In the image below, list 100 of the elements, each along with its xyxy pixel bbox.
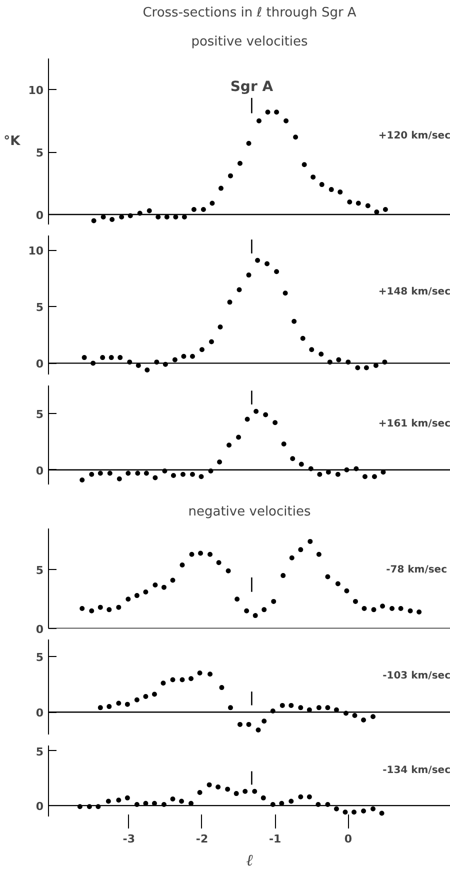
point [298, 705, 304, 710]
y-tick-label: 0 [36, 464, 44, 478]
y-tick-label: 5 [36, 745, 44, 758]
point [144, 470, 149, 476]
point [300, 336, 306, 341]
y-tick-label: 0 [36, 706, 44, 720]
point [164, 214, 170, 220]
point [344, 588, 350, 594]
point [180, 472, 186, 477]
point [347, 200, 352, 205]
point [200, 207, 206, 212]
point [355, 365, 360, 370]
point [371, 607, 376, 612]
point [198, 474, 204, 480]
point [107, 470, 112, 476]
annotation: +120 km/sec [378, 130, 450, 142]
point [335, 581, 340, 586]
point [116, 700, 122, 706]
point [280, 702, 285, 708]
point [244, 416, 250, 422]
point [228, 173, 233, 178]
point [89, 608, 94, 614]
point [380, 604, 386, 609]
point [293, 134, 298, 140]
point [80, 606, 85, 611]
point [216, 784, 221, 790]
point [274, 110, 280, 115]
point [362, 474, 368, 480]
point [126, 596, 131, 602]
point [328, 187, 334, 192]
point [356, 200, 361, 206]
y-tick-label: 10 [28, 84, 44, 98]
point [288, 702, 294, 708]
point [108, 355, 114, 360]
y-tick-label: 0 [36, 358, 44, 371]
point [274, 269, 280, 274]
point [238, 722, 242, 727]
point [379, 810, 384, 816]
point [242, 788, 248, 794]
point [298, 462, 304, 467]
point [234, 791, 239, 796]
point [325, 705, 330, 710]
point [116, 798, 122, 803]
point [316, 552, 322, 557]
point [160, 680, 166, 686]
y-tick-label: 5 [36, 650, 44, 664]
point [134, 697, 140, 702]
point [271, 598, 276, 604]
point [100, 214, 106, 220]
point [197, 790, 202, 795]
point [365, 203, 370, 208]
point [272, 420, 278, 426]
point [116, 604, 122, 610]
point [143, 590, 148, 595]
point [89, 472, 94, 477]
point [370, 806, 376, 812]
point [361, 717, 366, 722]
point [225, 786, 230, 792]
point [288, 798, 294, 804]
point [246, 722, 252, 727]
point [170, 578, 176, 583]
x-tick-label: 0 [344, 832, 352, 846]
point [282, 290, 288, 296]
point [106, 798, 111, 804]
point [309, 347, 314, 352]
point [181, 354, 186, 359]
point [362, 606, 367, 611]
chart-title: Cross-sections in ℓ through Sgr A [142, 6, 356, 20]
point [302, 162, 307, 168]
point [226, 442, 232, 448]
point [246, 140, 252, 146]
point [284, 118, 289, 124]
point [189, 552, 194, 557]
point [254, 408, 259, 414]
annotation: +161 km/sec [378, 418, 450, 430]
point [236, 434, 242, 440]
annotation: -134 km/sec [382, 764, 450, 776]
point [91, 218, 96, 224]
point [161, 584, 166, 590]
point [219, 685, 224, 690]
point [334, 806, 339, 812]
point [255, 258, 260, 263]
point [370, 714, 376, 720]
x-tick-label: -3 [122, 832, 136, 846]
point [134, 593, 140, 598]
point [190, 354, 195, 359]
point [298, 794, 304, 800]
point [227, 300, 232, 305]
point [372, 474, 377, 480]
x-axis-title: ℓ [246, 850, 254, 870]
point [170, 677, 176, 682]
point [172, 357, 178, 362]
point [264, 261, 270, 266]
point [126, 470, 131, 476]
point [180, 677, 185, 682]
point [98, 470, 103, 476]
point [308, 538, 313, 544]
point [197, 670, 202, 676]
point [318, 352, 324, 357]
point [262, 718, 267, 724]
